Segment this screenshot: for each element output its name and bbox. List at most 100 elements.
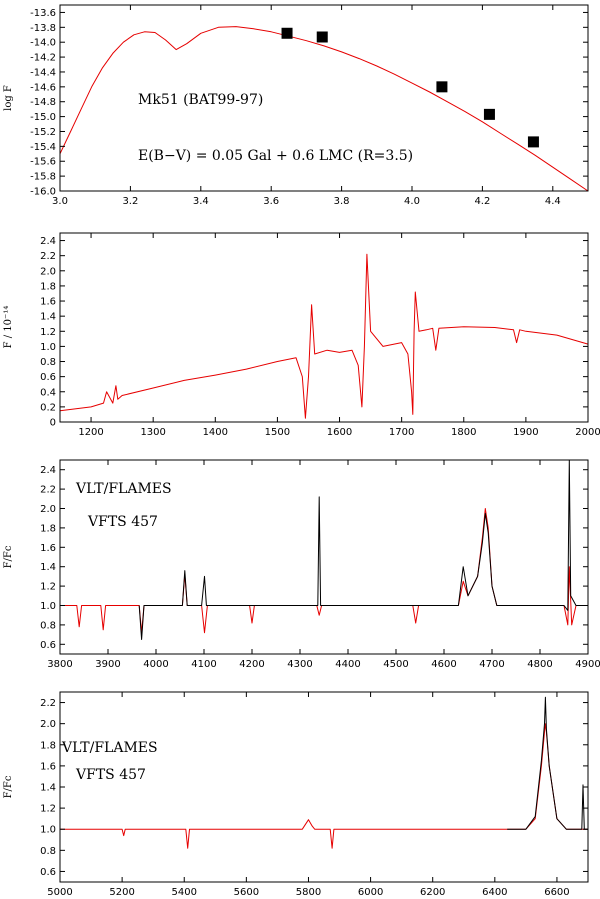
blue-xtick-label: 4500 <box>383 659 408 670</box>
sed-ytick-label: -15.4 <box>30 142 56 153</box>
uv-xtick-label: 1600 <box>327 427 352 438</box>
sed-ytick-label: -14.6 <box>30 82 56 93</box>
blue-ytick-label: 1.0 <box>40 601 56 612</box>
sed-photometry-point <box>436 81 448 93</box>
sed-ytick-label: -16.0 <box>30 187 56 198</box>
uv-ytick-label: 0.2 <box>40 402 56 413</box>
blue-xtick-label: 4100 <box>191 659 216 670</box>
sed-ytick-label: -13.6 <box>30 8 56 19</box>
blue-xtick-label: 4700 <box>479 659 504 670</box>
sed-xtick-label: 4.0 <box>404 196 420 207</box>
sed-photometry-point <box>281 27 293 39</box>
uv-xtick-label: 1300 <box>140 427 165 438</box>
blue-xtick-label: 3800 <box>47 659 72 670</box>
red-ytick-label: 1.2 <box>40 804 56 815</box>
sed-ytick-label: -15.0 <box>30 112 56 123</box>
uv-xtick-label: 1200 <box>78 427 103 438</box>
uv-ytick-label: 2.0 <box>40 266 56 277</box>
red-ticks: 5000 5200 5400 5600 5800 6000 6200 6400 6600 0.6 0… <box>40 692 588 898</box>
sed-ytick-label: -14.4 <box>30 67 56 78</box>
blue-observed-line <box>138 459 588 640</box>
blue-ytick-label: 1.6 <box>40 543 56 554</box>
blue-ytick-label: 2.2 <box>40 485 56 496</box>
sed-xtick-label: 3.0 <box>52 196 68 207</box>
sed-photometry-point <box>483 108 495 120</box>
blue-instrument-label: VLT/FLAMES <box>75 481 172 497</box>
red-xtick-label: 5400 <box>172 887 197 898</box>
uv-ytick-label: 1.0 <box>40 342 56 353</box>
sed-ytick-label: -14.0 <box>30 38 56 49</box>
blue-xtick-label: 4900 <box>575 659 600 670</box>
red-ytick-label: 1.8 <box>40 740 56 751</box>
red-observed-line <box>507 696 588 830</box>
sed-frame <box>59 4 589 192</box>
sed-xtick-label: 4.4 <box>545 196 561 207</box>
uv-xtick-label: 1800 <box>451 427 476 438</box>
sed-photometry-point <box>527 136 539 148</box>
red-ytick-label: 1.0 <box>40 825 56 836</box>
uv-ytick-label: 0.8 <box>40 357 56 368</box>
blue-xtick-label: 4200 <box>239 659 264 670</box>
panel-optical-red: 5000 5200 5400 5600 5800 6000 6200 6400 6600 0.6 0… <box>3 691 589 898</box>
red-ytick-label: 2.2 <box>40 698 56 709</box>
uv-ytick-label: 0.4 <box>40 387 56 398</box>
sed-ytick-label: -14.2 <box>30 53 56 64</box>
sed-photometry-point <box>316 31 328 43</box>
blue-ytick-label: 1.2 <box>40 582 56 593</box>
blue-target-label: VFTS 457 <box>87 514 158 530</box>
red-instrument-label: VLT/FLAMES <box>61 740 158 756</box>
uv-ylabel: F / 10⁻¹⁴ <box>3 306 14 349</box>
uv-ytick-label: 2.2 <box>40 251 56 262</box>
sed-model-layer <box>59 26 589 192</box>
sed-ytick-label: -15.8 <box>30 172 56 183</box>
blue-frame <box>59 459 589 655</box>
red-xtick-label: 5200 <box>109 887 134 898</box>
blue-observed-layer <box>138 459 588 640</box>
uv-ytick-label: 1.2 <box>40 327 56 338</box>
red-observed-layer <box>507 696 588 830</box>
uv-spectrum-layer <box>59 253 589 419</box>
uv-ticks: 1200 1300 1400 1500 1600 1700 1800 1900 2000 0 0.2… <box>40 233 600 438</box>
blue-ticks: 3800 3900 4000 4100 4200 4300 4400 4500 4600 4700… <box>40 460 600 670</box>
blue-xtick-label: 3900 <box>95 659 120 670</box>
sed-ylabel: log F <box>3 85 14 111</box>
blue-ytick-label: 0.8 <box>40 620 56 631</box>
blue-ytick-label: 1.8 <box>40 523 56 534</box>
sed-xtick-label: 3.8 <box>334 196 350 207</box>
red-xtick-label: 6200 <box>420 887 445 898</box>
red-xtick-label: 6600 <box>544 887 569 898</box>
red-frame <box>59 691 589 883</box>
panel-sed: 3.0 3.2 3.4 3.6 3.8 4.0 4.2 4.4 -16.0 -15.8 -15.6 -… <box>3 4 589 207</box>
uv-frame <box>59 232 589 423</box>
uv-xtick-label: 2000 <box>575 427 600 438</box>
uv-ytick-label: 1.8 <box>40 281 56 292</box>
red-ytick-label: 1.6 <box>40 761 56 772</box>
red-ylabel: F/Fc <box>3 775 14 798</box>
red-xtick-label: 6400 <box>482 887 507 898</box>
sed-ytick-label: -14.8 <box>30 97 56 108</box>
blue-ytick-label: 2.0 <box>40 504 56 515</box>
uv-xtick-label: 1500 <box>265 427 290 438</box>
uv-ytick-label: 0 <box>50 418 56 429</box>
uv-ytick-label: 1.6 <box>40 297 56 308</box>
uv-xtick-label: 1900 <box>513 427 538 438</box>
sed-star-label: Mk51 (BAT99-97) <box>138 92 263 108</box>
red-ytick-label: 0.8 <box>40 846 56 857</box>
blue-xtick-label: 4000 <box>143 659 168 670</box>
sed-xtick-label: 3.6 <box>263 196 279 207</box>
blue-xtick-label: 4800 <box>527 659 552 670</box>
uv-observed-line <box>59 253 589 419</box>
red-ytick-label: 2.0 <box>40 719 56 730</box>
sed-model-line <box>59 26 589 192</box>
blue-xtick-label: 4300 <box>287 659 312 670</box>
sed-xtick-label: 4.2 <box>474 196 490 207</box>
sed-ytick-label: -13.8 <box>30 23 56 34</box>
uv-xtick-label: 1700 <box>389 427 414 438</box>
sed-photometry-layer <box>281 27 539 148</box>
red-xtick-label: 5600 <box>234 887 259 898</box>
blue-xtick-label: 4400 <box>335 659 360 670</box>
sed-xtick-label: 3.2 <box>122 196 138 207</box>
panel-uv: 1200 1300 1400 1500 1600 1700 1800 1900 2000 0 0.2… <box>3 232 600 438</box>
blue-ytick-label: 0.6 <box>40 640 56 651</box>
red-ytick-label: 1.4 <box>40 783 56 794</box>
